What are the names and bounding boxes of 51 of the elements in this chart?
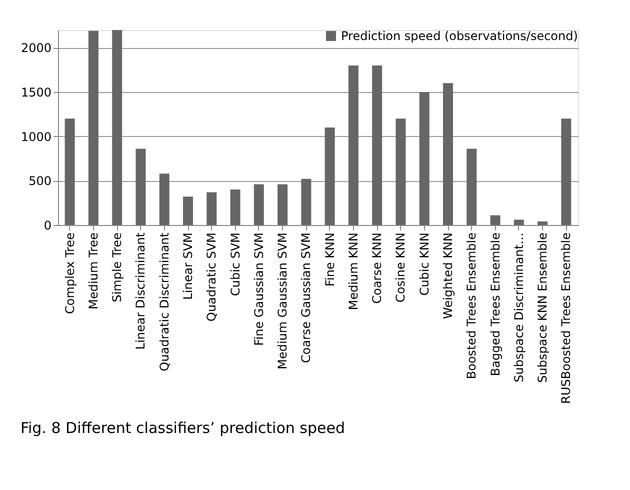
bar: [514, 220, 524, 225]
x-tick-label: Cubic SVM: [228, 232, 242, 296]
x-tick-label: Weighted KNN: [441, 232, 455, 319]
bar: [254, 184, 264, 225]
bar: [301, 178, 312, 225]
bar: [466, 148, 477, 225]
x-tick-label: Boosted Trees Ensemble: [464, 232, 479, 380]
y-tick-label: 0: [44, 218, 52, 232]
legend-label: Prediction speed (observations/second): [341, 29, 578, 43]
bar: [396, 118, 406, 225]
x-tick-label: Coarse Gaussian SVM: [299, 232, 314, 364]
bar: [278, 184, 288, 225]
x-tick-label: Linear Discriminant: [134, 232, 148, 350]
x-tick-label: Medium Gaussian SVM: [276, 232, 290, 370]
y-tick-label: 1000: [20, 130, 52, 144]
bar: [372, 65, 382, 225]
bar: [443, 83, 453, 225]
y-tick-label: 2000: [20, 41, 52, 56]
bar: [159, 174, 170, 225]
x-tick-label: Quadratic SVM: [204, 232, 219, 322]
x-tick-label: Cubic KNN: [417, 232, 432, 296]
x-tick-label: Medium KNN: [346, 232, 360, 310]
x-tick-label: Subspace Discriminant…: [512, 232, 526, 382]
y-tick-label: 500: [28, 174, 52, 188]
x-tick-label: Cosine KNN: [394, 232, 408, 302]
bar: [324, 128, 335, 225]
bar: [88, 30, 98, 225]
bar: [206, 192, 217, 225]
x-tick-label: Coarse KNN: [370, 232, 384, 304]
x-tick-label: Quadratic Discriminant: [157, 232, 172, 372]
caption: Fig. 8 Different classifiers’ prediction speed: [20, 419, 345, 438]
x-tick-label: Bagged Trees Ensemble: [488, 232, 502, 376]
bar: [112, 30, 122, 225]
x-tick-label: Simple Tree: [110, 232, 124, 302]
x-tick-label: Subspace KNN Ensemble: [536, 232, 550, 383]
bar: [183, 196, 193, 225]
y-tick-label: 1500: [20, 86, 52, 100]
x-tick-label: Linear SVM: [181, 232, 195, 300]
bar: [419, 92, 430, 225]
bar: [230, 190, 240, 225]
x-tick-label: Complex Tree: [62, 232, 77, 314]
bar: [64, 118, 75, 225]
x-tick-label: Fine KNN: [322, 232, 337, 286]
bar: [490, 215, 500, 225]
bar: [561, 118, 572, 225]
x-tick-label: RUSBoosted Trees Ensemble: [559, 232, 574, 404]
bar: [136, 148, 146, 225]
x-tick-label: Medium Tree: [86, 232, 100, 310]
bar: [348, 65, 358, 225]
x-tick-label: Fine Gaussian SVM: [252, 232, 266, 346]
bar: [538, 221, 548, 225]
